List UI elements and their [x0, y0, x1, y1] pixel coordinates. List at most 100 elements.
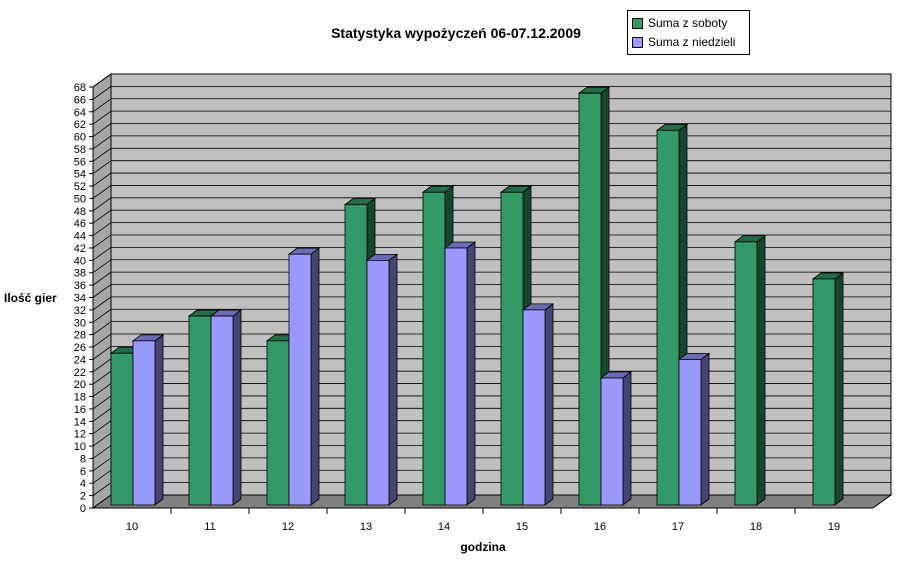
bar-saturday-15-front — [500, 191, 524, 506]
y-tick-label: 42 — [74, 243, 86, 255]
gridline — [92, 333, 891, 348]
bar-saturday-11-front — [188, 315, 212, 506]
y-tick-label: 2 — [80, 491, 86, 503]
bar-sunday-14-side — [466, 241, 476, 506]
bar-sunday-10-front — [132, 340, 156, 506]
y-tick-label: 18 — [74, 392, 86, 404]
gridline — [92, 271, 891, 286]
y-tick-label: 40 — [74, 255, 86, 267]
y-axis-label: Ilość gier — [4, 291, 57, 305]
gridline — [92, 209, 891, 224]
bar-saturday-16-front — [578, 92, 602, 506]
bar-sunday-16 — [599, 371, 633, 506]
gridline — [92, 85, 891, 100]
y-tick-label: 36 — [74, 280, 86, 292]
gridline — [92, 172, 891, 187]
bar-saturday-18-front — [734, 241, 758, 506]
legend-swatch-saturday — [632, 17, 643, 29]
x-tick-label: 15 — [516, 521, 528, 533]
x-tick-label: 17 — [672, 521, 684, 533]
bar-sunday-11 — [209, 309, 243, 506]
bar-sunday-12-front — [288, 253, 312, 506]
x-tick-label: 14 — [438, 521, 450, 533]
y-tick-label: 30 — [74, 317, 86, 329]
y-tick-label: 62 — [74, 119, 86, 131]
bar-sunday-17-front — [678, 359, 702, 506]
legend-swatch-sunday — [632, 36, 643, 48]
y-tick-label: 16 — [74, 404, 86, 416]
gridline — [92, 110, 891, 125]
legend-label-sunday: Suma z niedzieli — [648, 35, 736, 49]
x-tick-label: 12 — [282, 521, 294, 533]
y-tick-label: 6 — [80, 466, 86, 478]
gridline — [92, 185, 891, 199]
plot-area: 0246810121416182022242628303234363840424… — [74, 73, 893, 533]
bar-saturday-19 — [811, 272, 845, 506]
gridline — [92, 135, 891, 150]
bar-sunday-17-side — [700, 352, 710, 506]
y-tick-label: 38 — [74, 268, 86, 280]
x-tick-label: 19 — [828, 521, 840, 533]
y-tick-label: 68 — [74, 82, 86, 94]
gridline — [92, 284, 891, 298]
y-tick-label: 64 — [74, 107, 86, 119]
y-tick-label: 0 — [80, 503, 86, 515]
bar-sunday-13 — [365, 253, 399, 506]
bar-sunday-15-front — [522, 309, 546, 506]
y-tick-label: 50 — [74, 193, 86, 205]
bar-saturday-19-front — [812, 278, 836, 506]
legend: Suma z soboty Suma z niedzieli — [627, 10, 750, 55]
gridline — [92, 147, 891, 162]
y-tick-label: 44 — [74, 231, 86, 243]
gridline — [92, 123, 891, 137]
gridline — [92, 346, 891, 360]
gridline — [92, 296, 891, 311]
bar-sunday-16-side — [622, 371, 632, 506]
bar-sunday-14 — [443, 241, 477, 506]
gridline — [92, 222, 891, 236]
bar-sunday-14-front — [444, 247, 468, 506]
gridline — [92, 197, 891, 212]
legend-item-sunday: Suma z niedzieli — [632, 34, 735, 50]
x-tick-label: 11 — [204, 521, 215, 533]
legend-item-saturday: Suma z soboty — [632, 15, 727, 31]
bar-sunday-13-front — [366, 259, 390, 506]
y-tick-label: 12 — [74, 429, 86, 441]
bar-saturday-12-front — [266, 340, 290, 506]
bar-saturday-18 — [733, 234, 767, 506]
bar-saturday-18-side — [756, 234, 766, 506]
y-tick-label: 52 — [74, 181, 86, 193]
bar-sunday-10 — [131, 334, 165, 506]
y-tick-label: 24 — [74, 354, 86, 366]
bar-sunday-10-side — [154, 334, 164, 506]
y-tick-label: 34 — [74, 293, 86, 305]
y-tick-label: 54 — [74, 169, 86, 181]
bar-sunday-12 — [287, 247, 321, 506]
x-tick-label: 16 — [594, 521, 606, 533]
chart-title: Statystyka wypożyczeń 06-07.12.2009 — [331, 25, 581, 41]
bar-sunday-15-side — [544, 303, 554, 506]
legend-label-saturday: Suma z soboty — [648, 16, 728, 30]
x-tick-label: 10 — [126, 521, 138, 533]
gridline — [92, 160, 891, 175]
bar-sunday-12-side — [310, 247, 320, 506]
x-tick-label: 18 — [750, 521, 762, 533]
x-axis-label: godzina — [460, 540, 506, 554]
y-tick-label: 14 — [74, 416, 86, 428]
y-tick-label: 32 — [74, 305, 86, 317]
y-tick-label: 56 — [74, 156, 86, 168]
y-tick-label: 28 — [74, 330, 86, 342]
bar-saturday-13-front — [344, 204, 368, 506]
gridline — [92, 246, 891, 261]
bar-sunday-11-front — [210, 315, 234, 506]
gridline — [92, 259, 891, 274]
y-tick-label: 60 — [74, 132, 86, 144]
bar-sunday-11-side — [232, 309, 242, 506]
gridline — [92, 73, 891, 88]
bar-saturday-17-front — [656, 129, 680, 506]
gridline — [92, 308, 891, 323]
y-tick-label: 22 — [74, 367, 86, 379]
y-tick-label: 46 — [74, 218, 86, 230]
bar-saturday-14-front — [422, 191, 446, 506]
